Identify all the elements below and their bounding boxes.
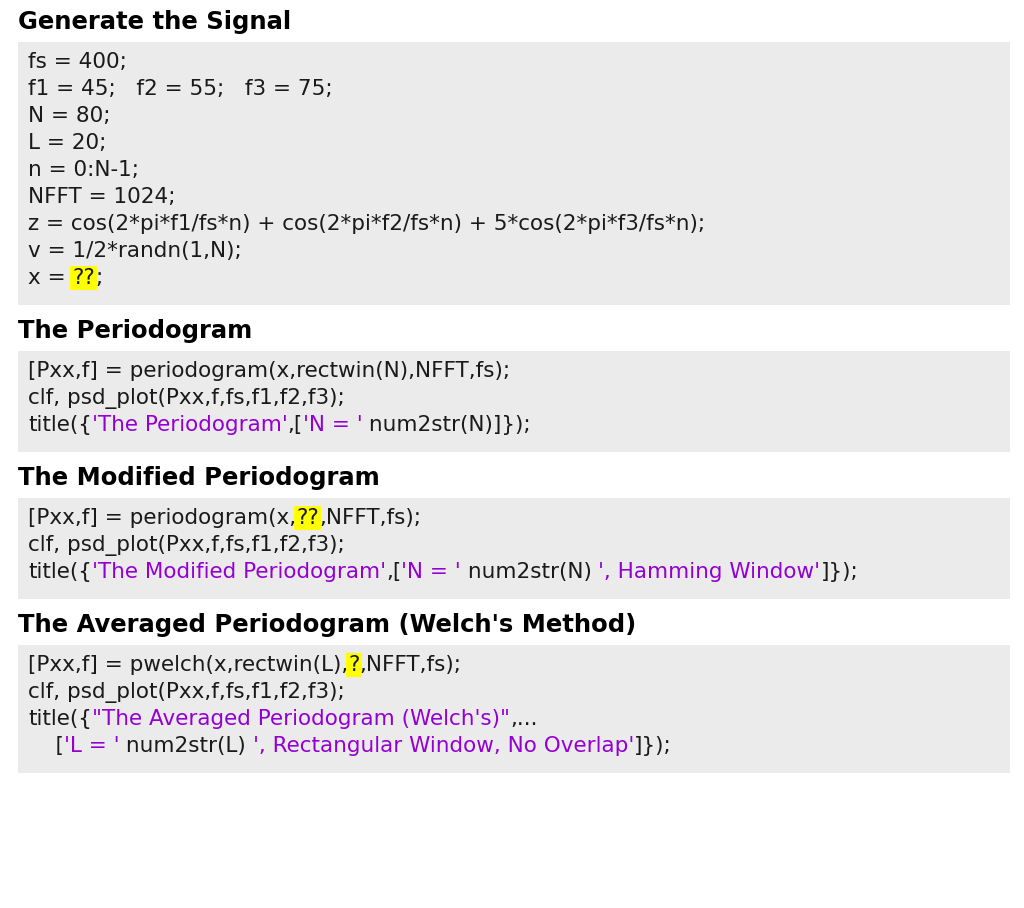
Text: The Periodogram: The Periodogram (18, 319, 252, 343)
Text: num2str(L): num2str(L) (120, 736, 253, 756)
Text: N = 80;: N = 80; (28, 106, 111, 126)
Text: 'The Periodogram': 'The Periodogram' (92, 415, 288, 435)
FancyBboxPatch shape (18, 42, 1010, 305)
Text: ??: ?? (296, 508, 318, 528)
Text: [: [ (28, 736, 63, 756)
Text: ??: ?? (73, 268, 95, 288)
Text: ,[: ,[ (386, 562, 401, 582)
Text: The Modified Periodogram: The Modified Periodogram (18, 466, 380, 490)
Text: ]});: ]}); (634, 736, 672, 756)
Text: num2str(N)]});: num2str(N)]}); (362, 415, 531, 435)
Text: title({: title({ (28, 709, 92, 729)
Text: ', Rectangular Window, No Overlap': ', Rectangular Window, No Overlap' (253, 736, 634, 756)
Text: ;: ; (95, 268, 102, 288)
Text: clf, psd_plot(Pxx,f,fs,f1,f2,f3);: clf, psd_plot(Pxx,f,fs,f1,f2,f3); (28, 535, 345, 556)
Text: title({: title({ (28, 562, 92, 582)
Text: L = 20;: L = 20; (28, 133, 106, 153)
Text: 'L = ': 'L = ' (63, 736, 120, 756)
Text: ,NFFT,fs);: ,NFFT,fs); (359, 655, 462, 675)
Text: ,[: ,[ (288, 415, 303, 435)
Text: z = cos(2*pi*f1/fs*n) + cos(2*pi*f2/fs*n) + 5*cos(2*pi*f3/fs*n);: z = cos(2*pi*f1/fs*n) + cos(2*pi*f2/fs*n… (28, 214, 706, 234)
Text: num2str(N): num2str(N) (461, 562, 598, 582)
FancyBboxPatch shape (18, 498, 1010, 599)
Text: ,NFFT,fs);: ,NFFT,fs); (318, 508, 421, 528)
Text: ]});: ]}); (820, 562, 858, 582)
Text: f1 = 45;   f2 = 55;   f3 = 75;: f1 = 45; f2 = 55; f3 = 75; (28, 79, 333, 99)
Text: 'The Modified Periodogram': 'The Modified Periodogram' (92, 562, 386, 582)
Text: 'N = ': 'N = ' (303, 415, 362, 435)
FancyBboxPatch shape (18, 351, 1010, 452)
Text: clf, psd_plot(Pxx,f,fs,f1,f2,f3);: clf, psd_plot(Pxx,f,fs,f1,f2,f3); (28, 682, 345, 703)
Text: ', Hamming Window': ', Hamming Window' (598, 562, 820, 582)
Text: [Pxx,f] = periodogram(x,rectwin(N),NFFT,fs);: [Pxx,f] = periodogram(x,rectwin(N),NFFT,… (28, 361, 510, 381)
Text: [Pxx,f] = pwelch(x,rectwin(L),: [Pxx,f] = pwelch(x,rectwin(L), (28, 655, 348, 675)
Text: n = 0:N-1;: n = 0:N-1; (28, 160, 139, 180)
Text: "The Averaged Periodogram (Welch's)": "The Averaged Periodogram (Welch's)" (92, 709, 510, 729)
Text: title({: title({ (28, 415, 92, 435)
Text: [Pxx,f] = periodogram(x,: [Pxx,f] = periodogram(x, (28, 508, 296, 528)
Text: fs = 400;: fs = 400; (28, 52, 127, 72)
Text: Generate the Signal: Generate the Signal (18, 10, 291, 34)
Text: ?: ? (348, 655, 359, 675)
FancyBboxPatch shape (18, 645, 1010, 773)
Text: ,...: ,... (510, 709, 538, 729)
Text: x =: x = (28, 268, 73, 288)
Text: The Averaged Periodogram (Welch's Method): The Averaged Periodogram (Welch's Method… (18, 613, 636, 637)
Text: clf, psd_plot(Pxx,f,fs,f1,f2,f3);: clf, psd_plot(Pxx,f,fs,f1,f2,f3); (28, 388, 345, 409)
Text: v = 1/2*randn(1,N);: v = 1/2*randn(1,N); (28, 241, 242, 261)
Text: 'N = ': 'N = ' (401, 562, 461, 582)
Text: NFFT = 1024;: NFFT = 1024; (28, 187, 175, 207)
